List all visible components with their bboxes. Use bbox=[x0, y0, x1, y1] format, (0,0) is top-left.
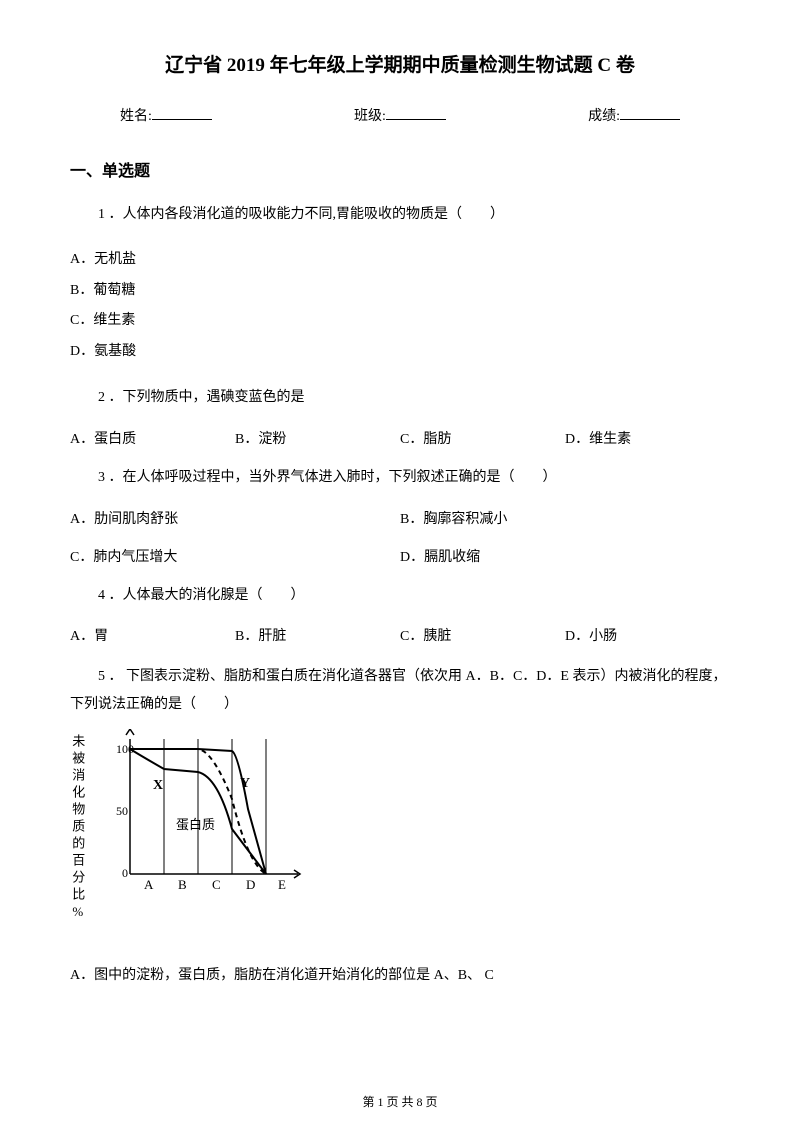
xtick-c: C bbox=[212, 877, 221, 892]
q4-opt-d: D．小肠 bbox=[565, 625, 730, 645]
name-field: 姓名: bbox=[120, 105, 212, 125]
chart-svg: 100 50 0 A B C D E X Y 蛋白质 bbox=[98, 729, 303, 899]
q3-opt-d: D．膈肌收缩 bbox=[400, 546, 730, 566]
q2-options: A．蛋白质 B．淀粉 C．脂肪 D．维生素 bbox=[70, 428, 730, 448]
q2-opt-a: A．蛋白质 bbox=[70, 428, 235, 448]
xtick-b: B bbox=[178, 877, 187, 892]
q5-opt-a: A．图中的淀粉，蛋白质，脂肪在消化道开始消化的部位是 A、B、 C bbox=[70, 964, 730, 988]
class-label: 班级: bbox=[354, 105, 386, 125]
score-underline bbox=[620, 106, 680, 120]
q1-options: A．无机盐 B．葡萄糖 C．维生素 D．氨基酸 bbox=[70, 245, 730, 368]
page-title: 辽宁省 2019 年七年级上学期期中质量检测生物试题 C 卷 bbox=[70, 50, 730, 77]
q3-opt-c: C．肺内气压增大 bbox=[70, 546, 400, 566]
header-row: 姓名: 班级: 成绩: bbox=[70, 105, 730, 125]
protein-label: 蛋白质 bbox=[176, 817, 215, 832]
page-footer: 第 1 页 共 8 页 bbox=[0, 1093, 800, 1110]
q2-opt-d: D．维生素 bbox=[565, 428, 730, 448]
q2-text: 2 ．下列物质中，遇碘变蓝色的是 bbox=[70, 386, 730, 410]
section-heading: 一、单选题 bbox=[70, 157, 730, 181]
ytick-50: 50 bbox=[116, 804, 128, 818]
q4-text: 4 ．人体最大的消化腺是（ ） bbox=[70, 584, 730, 608]
chart-y-label: 未被消化物质的百分比% bbox=[70, 734, 84, 923]
q1-opt-a: A．无机盐 bbox=[70, 245, 730, 276]
q3-opt-b: B．胸廓容积减小 bbox=[400, 508, 730, 528]
q4-opt-a: A．胃 bbox=[70, 625, 235, 645]
q4-opt-b: B．肝脏 bbox=[235, 625, 400, 645]
digestion-chart: 未被消化物质的百分比% 100 50 0 A B C D E X Y 蛋白质 bbox=[70, 729, 310, 939]
q1-opt-c: C．维生素 bbox=[70, 306, 730, 337]
curve-y-label: Y bbox=[240, 776, 250, 791]
q4-options: A．胃 B．肝脏 C．胰脏 D．小肠 bbox=[70, 625, 730, 645]
q3-text: 3 ．在人体呼吸过程中，当外界气体进入肺时，下列叙述正确的是（ ） bbox=[70, 466, 730, 490]
class-field: 班级: bbox=[354, 105, 446, 125]
name-label: 姓名: bbox=[120, 105, 152, 125]
xtick-e: E bbox=[278, 877, 286, 892]
q3-options-2: C．肺内气压增大 D．膈肌收缩 bbox=[70, 546, 730, 566]
score-label: 成绩: bbox=[588, 105, 620, 125]
ytick-0: 0 bbox=[122, 866, 128, 880]
q2-opt-c: C．脂肪 bbox=[400, 428, 565, 448]
q4-opt-c: C．胰脏 bbox=[400, 625, 565, 645]
xtick-a: A bbox=[144, 877, 154, 892]
q1-text: 1 ．人体内各段消化道的吸收能力不同,胃能吸收的物质是（ ） bbox=[70, 203, 730, 227]
q1-opt-b: B．葡萄糖 bbox=[70, 276, 730, 307]
q2-opt-b: B．淀粉 bbox=[235, 428, 400, 448]
q3-options-1: A．肋间肌肉舒张 B．胸廓容积减小 bbox=[70, 508, 730, 528]
class-underline bbox=[386, 106, 446, 120]
curve-x-label: X bbox=[153, 778, 163, 793]
q3-opt-a: A．肋间肌肉舒张 bbox=[70, 508, 400, 528]
q5-text: 5 ． 下图表示淀粉、脂肪和蛋白质在消化道各器官（依次用 A．B．C．D．E 表… bbox=[70, 663, 730, 719]
name-underline bbox=[152, 106, 212, 120]
xtick-d: D bbox=[246, 877, 255, 892]
q1-opt-d: D．氨基酸 bbox=[70, 337, 730, 368]
score-field: 成绩: bbox=[588, 105, 680, 125]
